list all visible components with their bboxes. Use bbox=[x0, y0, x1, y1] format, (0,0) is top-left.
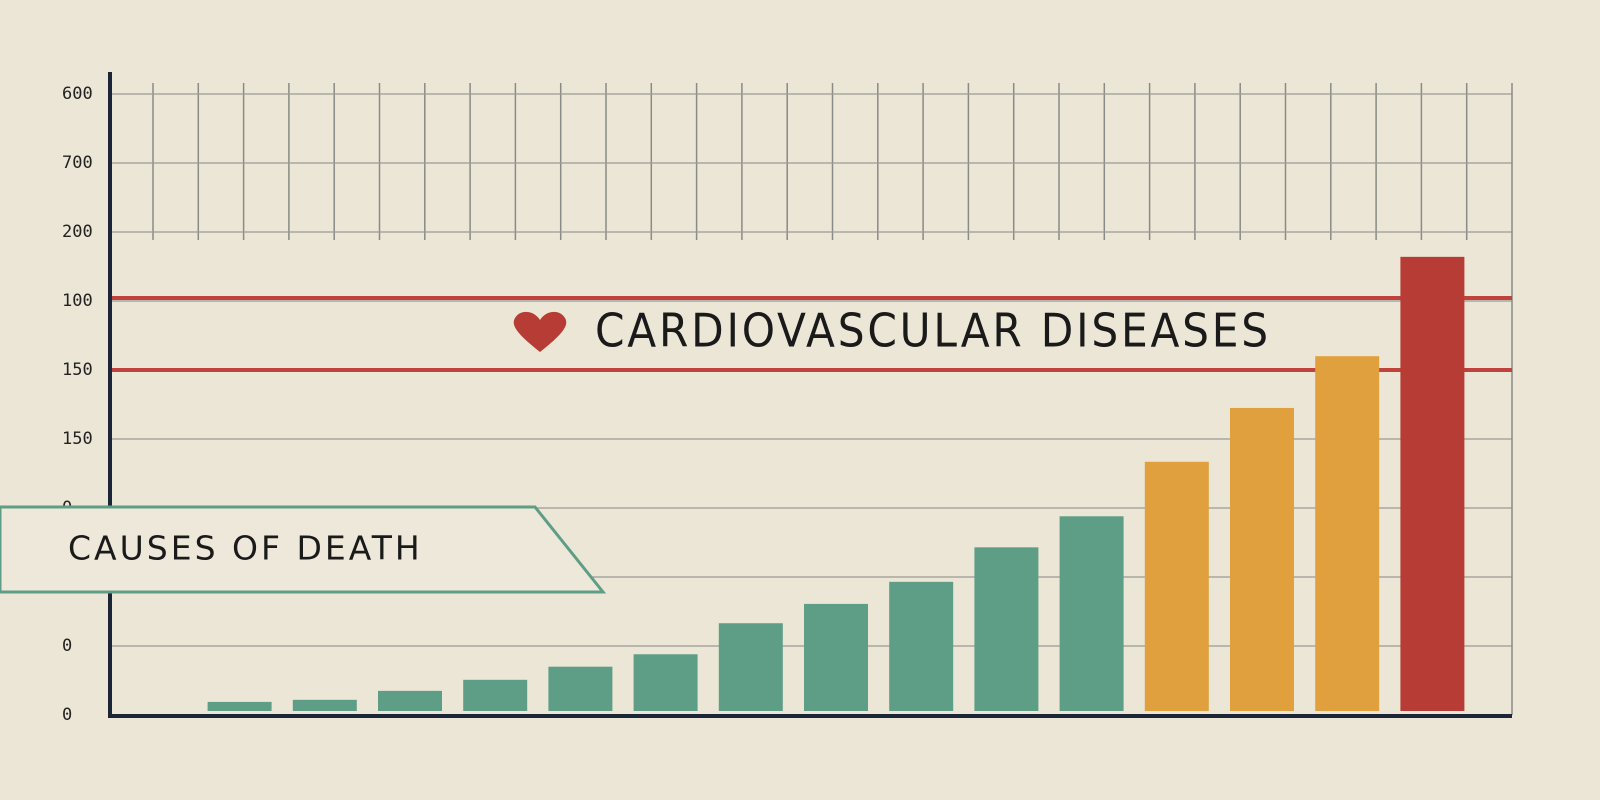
bar bbox=[1230, 407, 1294, 711]
y-tick-label: 0 bbox=[62, 705, 72, 725]
bar bbox=[207, 701, 272, 711]
bar bbox=[1059, 516, 1124, 711]
y-tick-label: 200 bbox=[62, 222, 93, 242]
bar bbox=[1144, 461, 1209, 711]
y-tick-label: 100 bbox=[62, 291, 93, 311]
y-tick-label: 700 bbox=[62, 153, 93, 173]
bar bbox=[463, 679, 528, 711]
bar bbox=[548, 666, 613, 711]
bar bbox=[974, 547, 1039, 711]
bar bbox=[378, 690, 442, 711]
y-tick-label: 0 bbox=[62, 636, 72, 656]
bars bbox=[207, 256, 1465, 711]
bar bbox=[633, 654, 698, 711]
y-tick-label: 600 bbox=[62, 84, 93, 104]
bar bbox=[1400, 256, 1465, 711]
title-banner bbox=[0, 505, 607, 594]
y-tick-label: 150 bbox=[62, 360, 93, 380]
bar bbox=[889, 581, 954, 711]
chart-title: CAUSES OF DEATH bbox=[68, 529, 423, 568]
heart-icon bbox=[513, 311, 567, 352]
vertical-grid bbox=[152, 83, 1468, 240]
bar bbox=[718, 623, 783, 711]
y-tick-label: 150 bbox=[62, 429, 93, 449]
annotation: CARDIOVASCULAR DISEASES bbox=[595, 305, 1271, 358]
bar bbox=[804, 603, 868, 711]
bar bbox=[1315, 356, 1380, 711]
bar bbox=[292, 699, 357, 711]
